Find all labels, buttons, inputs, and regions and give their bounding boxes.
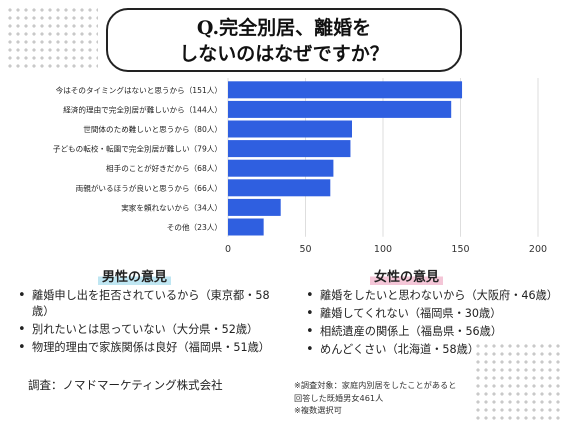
bar	[228, 179, 331, 197]
category-label: 実家を頼れないから（34人）	[121, 202, 222, 212]
female-opinion-list: 離婚をしたいと思わないから（大阪府・46歳） 離婚してくれない（福岡県・30歳）…	[304, 288, 558, 360]
title-box: Q.完全別居、離婚を しないのはなぜですか？	[106, 8, 462, 72]
male-opinion-list: 離婚申し出を拒否されているから（東京都・58歳） 別れたいとは思っていない（大分…	[16, 288, 286, 358]
survey-credit: 調査：ノマドマーケティング株式会社	[28, 378, 223, 392]
list-item: 別れたいとは思っていない（大分県・52歳）	[16, 322, 286, 338]
category-label: その他（23人）	[167, 222, 222, 232]
category-label: 今はそのタイミングはないと思うから（151人）	[56, 85, 222, 95]
category-label: 世間体のため難しいと思うから（80人）	[83, 124, 222, 134]
x-tick-label: 200	[529, 244, 547, 254]
category-label: 相手のことが好きだから（68人）	[106, 163, 222, 173]
title-line-2: しないのはなぜですか？	[179, 43, 389, 65]
list-item: 相続遺産の関係上（福島県・56歳）	[304, 324, 554, 340]
title-line-1: Q.完全別居、離婚を	[196, 17, 372, 39]
x-tick-label: 0	[225, 244, 231, 254]
category-label: 子どもの転校・転園で完全別居が難しい（79人）	[53, 144, 222, 154]
bar	[228, 81, 463, 99]
bar	[228, 198, 281, 216]
female-opinion-heading: 女性の意見	[370, 266, 444, 285]
note-line: 回答した既婚男女461人	[294, 392, 384, 403]
note-line: ※調査対象：家庭内別居をしたことがあると	[294, 380, 457, 390]
dot-pattern-decoration	[6, 6, 98, 70]
bar	[228, 100, 452, 118]
list-item: 離婚してくれない（福岡県・30歳）	[304, 306, 554, 322]
survey-notes: ※調査対象：家庭内別居をしたことがあると 回答した既婚男女461人 ※複数選択可	[294, 379, 456, 417]
bar-chart: 0 50 100 150 200 今はそのタイミングはないと思うから（151人） 経済的理由…	[53, 78, 547, 254]
x-tick-label: 150	[451, 244, 469, 254]
bar	[228, 120, 352, 138]
x-tick-label: 100	[374, 244, 392, 254]
x-tick-label: 50	[299, 244, 311, 254]
list-item: 離婚申し出を拒否されているから（東京都・58歳）	[16, 288, 286, 320]
list-item: 離婚をしたいと思わないから（大阪府・46歳）	[304, 288, 558, 304]
male-opinion-heading: 男性の意見	[98, 266, 172, 285]
category-label: 経済的理由で完全別居が難しいから（144人）	[63, 104, 222, 114]
category-label: 両親がいるほうが良いと思うから（66人）	[76, 183, 222, 193]
list-item: 物理的理由で家族関係は良好（福岡県・51歳）	[16, 340, 286, 356]
bar	[228, 159, 334, 177]
note-line: ※複数選択可	[294, 405, 342, 415]
bar	[228, 140, 351, 158]
list-item: めんどくさい（北海道・58歳）	[304, 342, 554, 358]
bar	[228, 218, 264, 236]
